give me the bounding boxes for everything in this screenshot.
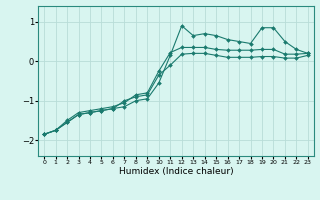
X-axis label: Humidex (Indice chaleur): Humidex (Indice chaleur) [119, 167, 233, 176]
